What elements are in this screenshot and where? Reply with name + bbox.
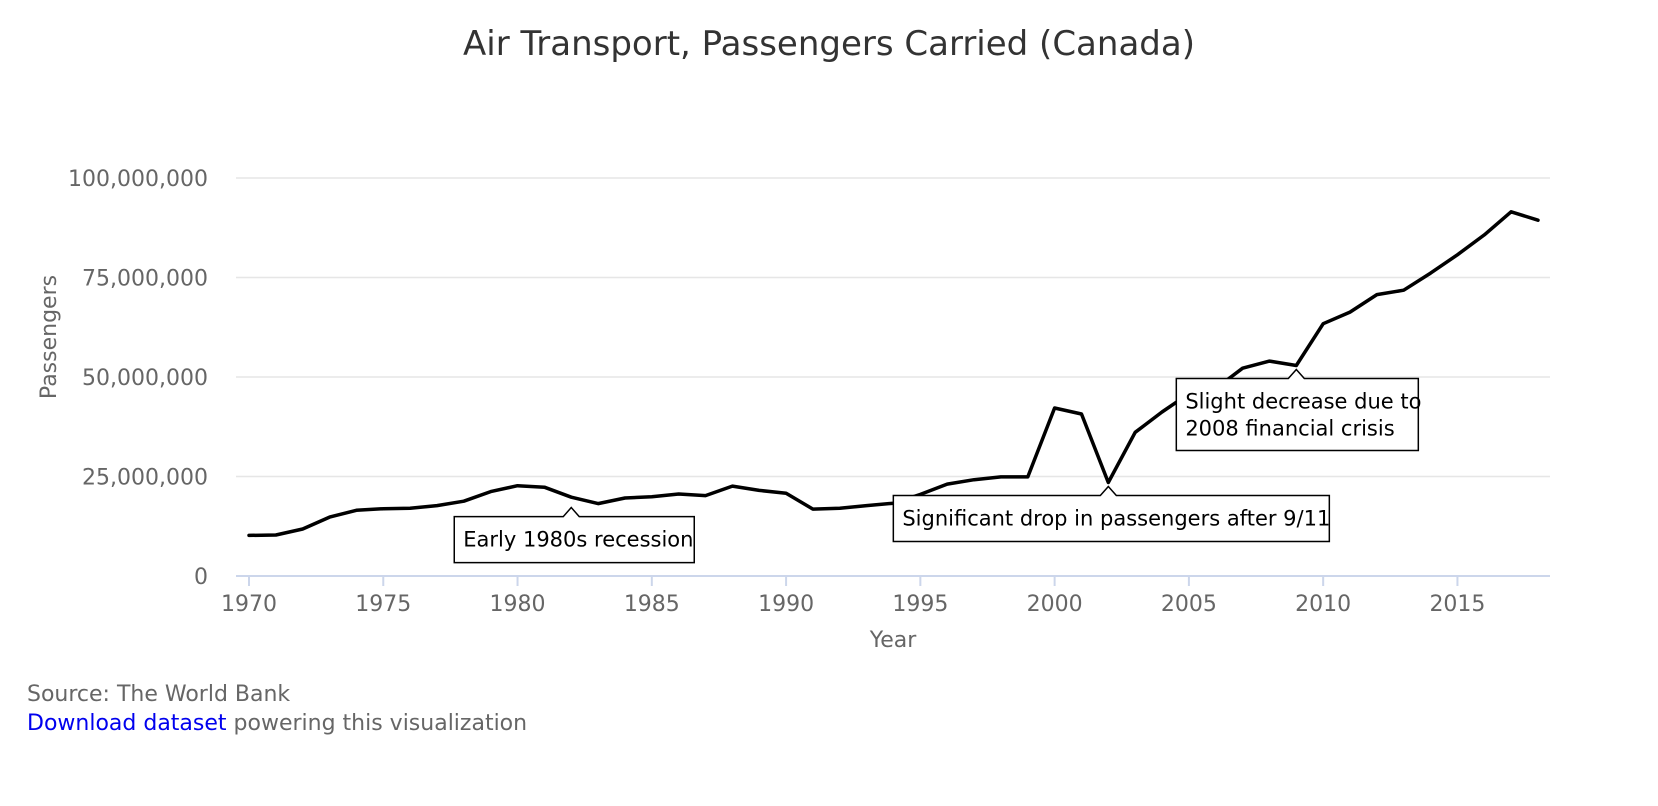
x-tick-label: 1970: [221, 592, 277, 617]
annotation-label: Slight decrease due to: [1185, 389, 1421, 413]
x-axis-label: Year: [869, 628, 918, 653]
chart-title: Air Transport, Passengers Carried (Canad…: [463, 24, 1195, 64]
download-rest-text: powering this visualization: [226, 711, 528, 736]
x-tick-label: 2000: [1027, 592, 1083, 617]
grid: [236, 177, 1550, 478]
x-tick-label: 2010: [1295, 592, 1351, 617]
source-text: Source: The World Bank: [27, 682, 291, 707]
annotation-box: [453, 506, 695, 564]
annotation-label: Significant drop in passengers after 9/1…: [902, 506, 1330, 530]
series-line: [247, 210, 1540, 538]
x-tick-label: 1985: [624, 592, 680, 617]
y-axis-label: Passengers: [37, 275, 62, 399]
annotations: Early 1980s recession Significant drop in…: [453, 368, 1421, 564]
download-dataset-link[interactable]: Download dataset: [27, 711, 227, 736]
x-tick-label: 1995: [892, 592, 948, 617]
x-tick-label: 2005: [1161, 592, 1217, 617]
annotation-label: Early 1980s recession: [463, 528, 693, 552]
y-tick-label: 25,000,000: [82, 466, 208, 491]
y-axis: 0 25,000,000 50,000,000 75,000,000 100,000,0…: [68, 167, 208, 590]
annotation-callout: Slight decrease due to 2008 financial cri…: [1175, 368, 1421, 452]
x-tick-label: 1980: [490, 592, 546, 617]
download-line: Download dataset powering this visualiza…: [27, 709, 527, 738]
x-tick-label: 2015: [1429, 592, 1485, 617]
y-tick-label: 0: [194, 565, 208, 590]
annotation-label: 2008 financial crisis: [1185, 416, 1394, 440]
annotation-callout: Significant drop in passengers after 9/1…: [892, 485, 1331, 543]
footer: Source: The World Bank Download dataset …: [27, 680, 527, 738]
annotation-box: [1175, 368, 1420, 452]
y-tick-label: 50,000,000: [82, 366, 208, 391]
x-tick-label: 1990: [758, 592, 814, 617]
series-line-path: [247, 210, 1540, 538]
y-tick-label: 100,000,000: [68, 167, 208, 192]
annotation-callout: Early 1980s recession: [453, 506, 695, 564]
x-axis: 1970 1975 1980 1985 1990 1995 2000 2005 2010 2015: [221, 576, 1485, 617]
y-tick-label: 75,000,000: [82, 267, 208, 292]
x-tick-label: 1975: [355, 592, 411, 617]
annotation-box: [892, 485, 1331, 543]
